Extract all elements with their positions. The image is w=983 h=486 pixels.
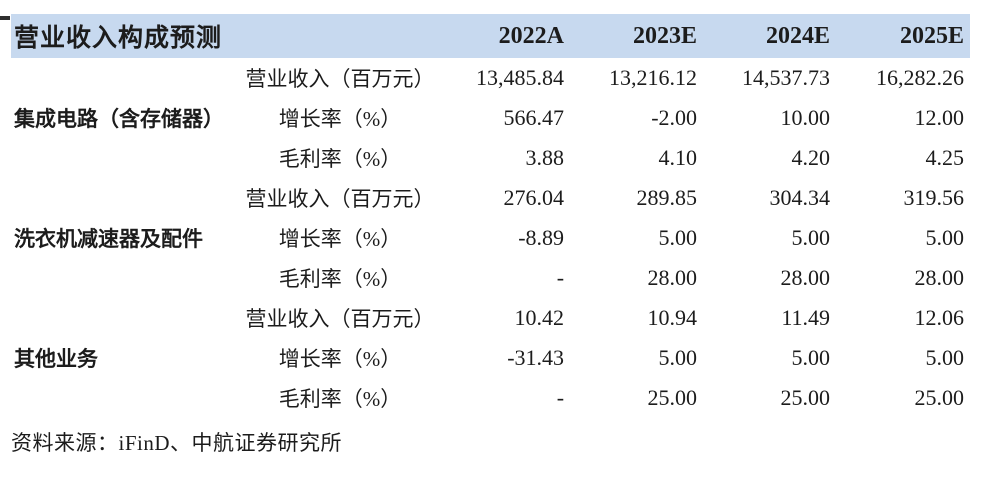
value-cell: 10.94 xyxy=(647,305,698,330)
table-row: 其他业务 营业收入（百万元） 10.42 10.94 11.49 12.06 xyxy=(11,298,970,371)
value-cell: 28.00 xyxy=(780,265,831,290)
table-row: 毛利率（%） - 25.00 25.00 25.00 xyxy=(11,378,970,418)
value-cell: 5.00 xyxy=(791,345,831,370)
table-row: 增长率（%） -8.89 5.00 5.00 5.00 xyxy=(11,218,970,258)
table-row: 增长率（%） -31.43 5.00 5.00 5.00 xyxy=(11,338,970,378)
value-cell: - xyxy=(556,385,565,410)
value-cell: 12.00 xyxy=(914,105,965,130)
metric-label: 增长率（%） xyxy=(278,107,402,131)
value-cell: 12.06 xyxy=(914,305,965,330)
value-cell: - xyxy=(556,265,565,290)
value-cell: 5.00 xyxy=(791,225,831,250)
value-cell: 319.56 xyxy=(903,185,965,210)
column-header-2023e: 2023E xyxy=(570,14,704,58)
group-label-washer-reducer: 洗衣机减速器及配件 xyxy=(14,227,203,251)
value-cell: 4.25 xyxy=(925,145,965,170)
table-row: 增长率（%） 566.47 -2.00 10.00 12.00 xyxy=(11,98,970,138)
value-cell: 5.00 xyxy=(925,345,965,370)
metric-label: 增长率（%） xyxy=(278,227,402,251)
screenshot-corner-artifact xyxy=(0,16,10,20)
metric-label: 毛利率（%） xyxy=(278,147,402,171)
group-label-integrated-circuits: 集成电路（含存储器） xyxy=(14,107,224,131)
value-cell: 276.04 xyxy=(503,185,565,210)
value-cell: 28.00 xyxy=(647,265,698,290)
value-cell: 5.00 xyxy=(658,225,698,250)
metric-label: 毛利率（%） xyxy=(278,387,402,411)
table-row: 集成电路（含存储器） 营业收入（百万元） 13,485.84 13,216.12… xyxy=(11,58,970,131)
value-cell: 25.00 xyxy=(780,385,831,410)
value-cell: 13,485.84 xyxy=(476,65,565,90)
column-header-2024e: 2024E xyxy=(703,14,837,58)
value-cell: 16,282.26 xyxy=(876,65,965,90)
value-cell: 11.49 xyxy=(781,305,831,330)
value-cell: 5.00 xyxy=(658,345,698,370)
metric-label: 毛利率（%） xyxy=(278,267,402,291)
column-header-2022a: 2022A xyxy=(437,14,571,58)
metric-label: 营业收入（百万元） xyxy=(245,187,435,211)
value-cell: 304.34 xyxy=(769,185,831,210)
table-row: 毛利率（%） 3.88 4.10 4.20 4.25 xyxy=(11,138,970,178)
metric-label: 营业收入（百万元） xyxy=(245,307,435,331)
value-cell: 289.85 xyxy=(636,185,698,210)
value-cell: 28.00 xyxy=(914,265,965,290)
metric-label: 增长率（%） xyxy=(278,347,402,371)
value-cell: 4.20 xyxy=(791,145,831,170)
value-cell: 14,537.73 xyxy=(742,65,831,90)
value-cell: 10.00 xyxy=(780,105,831,130)
metric-label: 营业收入（百万元） xyxy=(245,67,435,91)
column-header-2025e: 2025E xyxy=(836,14,971,58)
table-title: 营业收入构成预测 xyxy=(11,14,438,58)
value-cell: 5.00 xyxy=(925,225,965,250)
value-cell: 566.47 xyxy=(503,105,565,130)
table-row: 毛利率（%） - 28.00 28.00 28.00 xyxy=(11,258,970,298)
value-cell: -8.89 xyxy=(518,225,565,250)
revenue-forecast-table: 营业收入构成预测 2022A 2023E 2024E 2025E 集成电路（含存… xyxy=(11,14,971,418)
value-cell: 13,216.12 xyxy=(609,65,698,90)
value-cell: -31.43 xyxy=(507,345,565,370)
table-header-row: 营业收入构成预测 2022A 2023E 2024E 2025E xyxy=(11,14,971,58)
value-cell: 10.42 xyxy=(514,305,565,330)
value-cell: 25.00 xyxy=(647,385,698,410)
table-row: 洗衣机减速器及配件 营业收入（百万元） 276.04 289.85 304.34… xyxy=(11,178,970,251)
value-cell: 4.10 xyxy=(658,145,698,170)
value-cell: 25.00 xyxy=(914,385,965,410)
group-label-other-business: 其他业务 xyxy=(14,347,98,371)
source-note: 资料来源：iFinD、中航证券研究所 xyxy=(11,431,343,455)
value-cell: -2.00 xyxy=(651,105,698,130)
value-cell: 3.88 xyxy=(525,145,565,170)
